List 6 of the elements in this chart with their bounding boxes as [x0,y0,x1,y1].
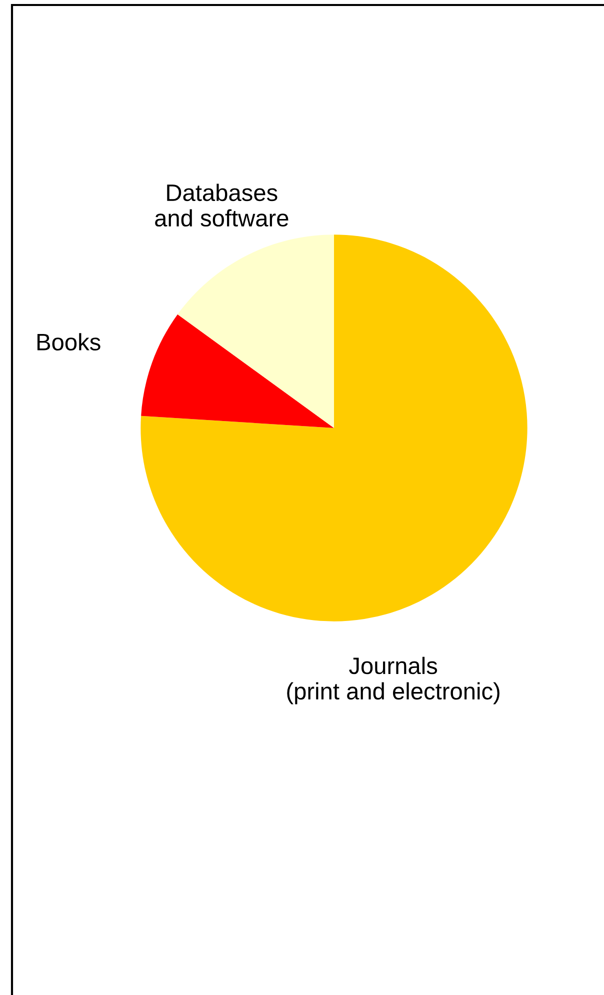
slice-label: Books [37,333,100,351]
slice-label: Databases and software [155,184,288,227]
slice-label: Journals (print and electronic) [287,656,500,704]
pie-slice [140,234,528,622]
pie-slice [141,314,334,428]
pie-slice [178,234,334,428]
